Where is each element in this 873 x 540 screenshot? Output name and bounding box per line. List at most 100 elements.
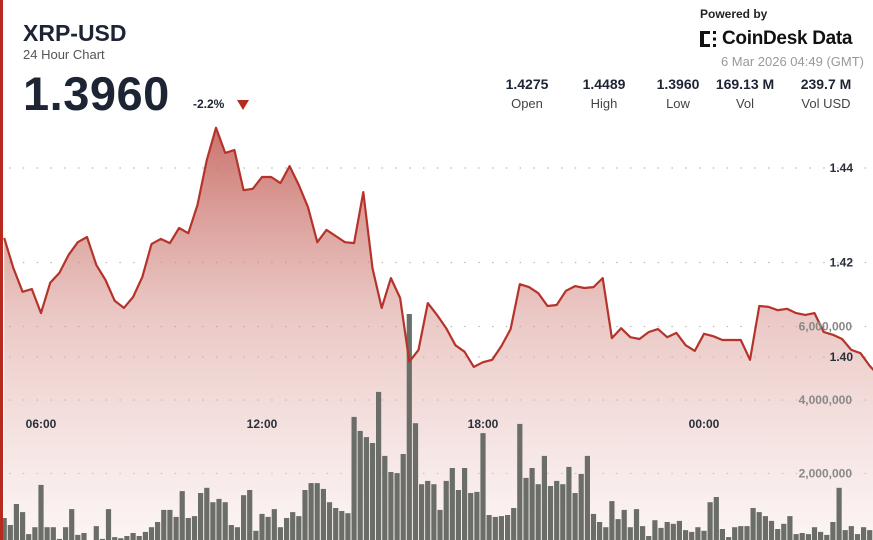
stat-value: 239.7 M: [800, 76, 852, 92]
volume-bar: [744, 526, 750, 540]
volume-bar: [247, 490, 253, 540]
volume-bar: [296, 516, 302, 540]
volume-bar: [455, 490, 461, 540]
volume-bar: [234, 527, 240, 540]
volume-bar: [369, 443, 376, 540]
stat-value: 169.13 M: [715, 76, 775, 92]
volume-bar: [781, 523, 787, 540]
volume-bar: [320, 488, 326, 540]
volume-bar: [462, 468, 468, 540]
volume-bar: [437, 509, 443, 540]
volume-bar: [584, 455, 590, 540]
volume-bar: [241, 495, 247, 540]
volume-bar: [836, 487, 842, 540]
volume-bar: [811, 527, 818, 540]
volume-bar: [517, 423, 523, 540]
volume-bar: [142, 531, 148, 540]
volume-bar: [701, 530, 707, 540]
stat-value: 1.3960: [656, 76, 700, 92]
volume-bar: [529, 468, 535, 540]
volume-bar: [63, 527, 69, 540]
coindesk-data-logo: CoinDesk Data: [699, 28, 853, 50]
stat-vol: 169.13 M Vol: [705, 76, 785, 111]
volume-bar: [511, 508, 517, 540]
stat-label: Vol USD: [801, 96, 851, 111]
stat-low: 1.3960 Low: [638, 76, 718, 111]
volume-bar: [861, 527, 867, 540]
volume-bar: [578, 473, 584, 540]
volume-bar: [787, 516, 793, 540]
volume-bar: [44, 527, 50, 540]
volume-bar: [419, 484, 425, 540]
volume-bar: [597, 522, 603, 540]
volume-bar: [210, 502, 216, 540]
volume-bar: [118, 538, 124, 540]
stat-label: Vol: [735, 96, 755, 111]
price-area: [4, 127, 873, 540]
volume-bar: [535, 484, 541, 540]
down-arrow-icon: [237, 100, 249, 110]
volume-bar: [670, 523, 676, 540]
volume-bar: [326, 502, 333, 540]
volume-bar: [842, 530, 848, 540]
volume-bar: [627, 527, 633, 540]
volume-bar: [161, 509, 167, 540]
brand-name: CoinDesk Data: [722, 28, 853, 49]
volume-bar: [314, 483, 320, 540]
volume-bar: [449, 468, 455, 540]
volume-bar: [204, 487, 210, 540]
volume-bar: [13, 504, 19, 540]
volume-bar: [793, 534, 799, 540]
volume-bar: [130, 533, 136, 540]
volume-bar: [738, 526, 744, 540]
stat-label: Open: [511, 96, 543, 111]
chart-subtitle: 24 Hour Chart: [23, 47, 105, 62]
volume-bar: [81, 533, 87, 540]
volume-bar: [664, 522, 670, 540]
volume-bar: [216, 498, 222, 540]
time-tick-label: 00:00: [689, 417, 720, 431]
volume-bar: [541, 455, 547, 540]
volume-bar: [652, 520, 658, 540]
stat-open: 1.4275 Open: [487, 76, 567, 111]
volume-bar: [222, 502, 228, 540]
volume-tick-label: 4,000,000: [799, 393, 853, 407]
volume-bar: [425, 480, 431, 540]
volume-bar: [824, 534, 830, 540]
volume-bar: [854, 534, 861, 540]
volume-bar: [492, 516, 498, 540]
volume-bar: [7, 525, 13, 540]
timestamp: 6 Mar 2026 04:49 (GMT): [720, 54, 864, 69]
volume-bar: [277, 527, 283, 540]
volume-bar: [50, 527, 56, 540]
volume-bar: [75, 534, 81, 540]
volume-bar: [775, 529, 781, 540]
volume-bar: [768, 520, 775, 540]
volume-bar: [93, 526, 99, 540]
volume-bar: [443, 480, 449, 540]
volume-bar: [357, 430, 363, 540]
time-tick-label: 12:00: [247, 417, 278, 431]
volume-bar: [124, 536, 130, 540]
current-price: 1.3960: [23, 67, 170, 120]
time-tick-label: 18:00: [468, 417, 499, 431]
volume-bar: [339, 511, 345, 540]
volume-bar: [431, 484, 437, 540]
volume-bar: [302, 490, 308, 540]
volume-bar: [590, 513, 597, 540]
volume-bar: [265, 516, 271, 540]
volume-bar: [284, 518, 290, 540]
volume-bar: [99, 538, 105, 540]
volume-bar: [271, 509, 277, 540]
volume-bar: [486, 515, 492, 540]
volume-bar: [198, 493, 204, 540]
volume-bar: [382, 455, 388, 540]
page-title: XRP-USD: [23, 20, 127, 46]
volume-bar: [805, 534, 811, 540]
volume-bar: [523, 477, 529, 540]
price-change: -2.2%: [193, 97, 225, 111]
volume-bar: [621, 509, 627, 540]
price-line: [3, 126, 873, 372]
volume-bar: [689, 531, 695, 540]
volume-bar: [633, 509, 640, 540]
